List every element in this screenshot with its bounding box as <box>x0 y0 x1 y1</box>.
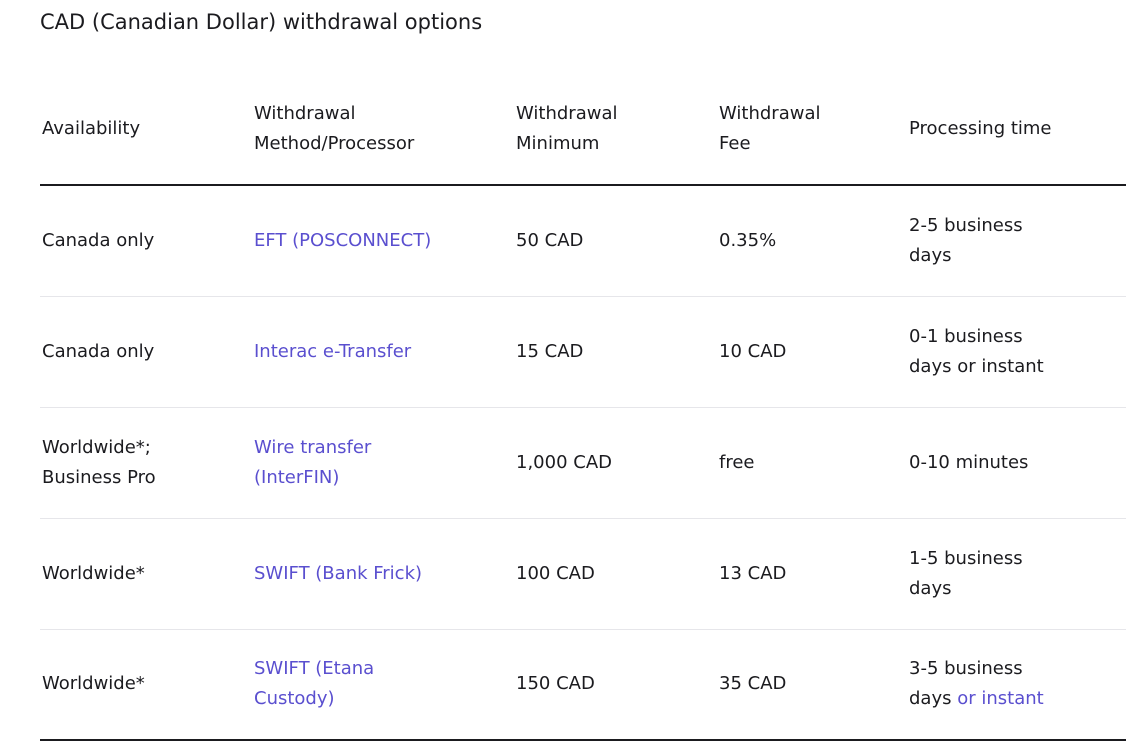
fee-text: 35 CAD <box>719 673 787 695</box>
table-body: Canada only EFT (POSCONNECT) 50 CAD 0.35… <box>40 185 1126 741</box>
minimum-text: 150 CAD <box>516 673 595 695</box>
header-fee-line1: Withdrawal <box>719 103 821 124</box>
cell-availability: Worldwide* <box>40 629 252 741</box>
header-availability: Availability <box>40 74 252 186</box>
cell-minimum: 50 CAD <box>514 185 717 297</box>
header-method-line2: Method/Processor <box>254 133 415 154</box>
cell-availability: Worldwide* <box>40 518 252 630</box>
method-link-wire-transfer-interfin[interactable]: Wire transfer (InterFIN) <box>254 433 514 493</box>
method-line1: SWIFT (Etana <box>254 658 375 680</box>
processing-line2: days <box>909 577 952 599</box>
processing-line1: 1-5 business <box>909 547 1023 569</box>
cell-processing: 0-1 business days or instant <box>907 296 1126 408</box>
method-line2: (InterFIN) <box>254 466 340 488</box>
method-link-swift-etana-custody[interactable]: SWIFT (Etana Custody) <box>254 654 514 714</box>
table-row: Canada only EFT (POSCONNECT) 50 CAD 0.35… <box>40 185 1126 297</box>
cell-processing: 1-5 business days <box>907 518 1126 630</box>
processing-line2: days <box>909 244 952 266</box>
table-row: Worldwide* SWIFT (Etana Custody) 150 CAD… <box>40 629 1126 741</box>
availability-text: Canada only <box>42 340 155 362</box>
cell-method: Interac e-Transfer <box>252 296 514 408</box>
cell-minimum: 150 CAD <box>514 629 717 741</box>
method-link-swift-bank-frick[interactable]: SWIFT (Bank Frick) <box>254 562 423 584</box>
availability-line1: Worldwide*; <box>42 436 151 458</box>
availability-text: Canada only <box>42 229 155 251</box>
cell-fee: free <box>717 407 907 519</box>
processing-line1: 0-1 business <box>909 325 1023 347</box>
processing-line2: days <box>909 688 958 710</box>
method-link-eft-posconnect[interactable]: EFT (POSCONNECT) <box>254 229 432 251</box>
or-instant-link[interactable]: or instant <box>957 688 1044 710</box>
availability-text: Worldwide* <box>42 562 145 584</box>
cell-minimum: 1,000 CAD <box>514 407 717 519</box>
page-title: CAD (Canadian Dollar) withdrawal options <box>40 10 483 34</box>
minimum-text: 50 CAD <box>516 229 584 251</box>
withdrawal-options-table: Availability Withdrawal Method/Processor… <box>40 74 1126 741</box>
cell-processing: 0-10 minutes <box>907 407 1126 519</box>
processing-line1: 3-5 business <box>909 658 1023 680</box>
header-processing-label: Processing time <box>909 118 1052 139</box>
method-line2: Custody) <box>254 688 335 710</box>
cell-fee: 0.35% <box>717 185 907 297</box>
table-row: Worldwide* SWIFT (Bank Frick) 100 CAD 13… <box>40 518 1126 630</box>
processing-line1: 0-10 minutes <box>909 451 1029 473</box>
header-minimum-line2: Minimum <box>516 133 600 154</box>
cell-availability: Canada only <box>40 296 252 408</box>
cell-method: Wire transfer (InterFIN) <box>252 407 514 519</box>
method-link-interac-e-transfer[interactable]: Interac e-Transfer <box>254 340 412 362</box>
cell-method: SWIFT (Bank Frick) <box>252 518 514 630</box>
header-row: Availability Withdrawal Method/Processor… <box>40 74 1126 186</box>
minimum-text: 1,000 CAD <box>516 451 612 473</box>
cell-fee: 35 CAD <box>717 629 907 741</box>
fee-text: 0.35% <box>719 229 777 251</box>
cell-availability: Canada only <box>40 185 252 297</box>
header-method-line1: Withdrawal <box>254 103 356 124</box>
fee-text: 13 CAD <box>719 562 787 584</box>
cell-fee: 13 CAD <box>717 518 907 630</box>
fee-text: free <box>719 451 755 473</box>
cell-processing: 3-5 business days or instant <box>907 629 1126 741</box>
method-line1: Wire transfer <box>254 436 372 458</box>
cell-method: EFT (POSCONNECT) <box>252 185 514 297</box>
cell-fee: 10 CAD <box>717 296 907 408</box>
minimum-text: 15 CAD <box>516 340 584 362</box>
header-minimum: Withdrawal Minimum <box>514 74 717 186</box>
table-row: Worldwide*; Business Pro Wire transfer (… <box>40 407 1126 519</box>
cell-availability: Worldwide*; Business Pro <box>40 407 252 519</box>
fee-text: 10 CAD <box>719 340 787 362</box>
header-availability-label: Availability <box>42 118 141 139</box>
table-row: Canada only Interac e-Transfer 15 CAD 10… <box>40 296 1126 408</box>
availability-text: Worldwide* <box>42 673 145 695</box>
processing-line2: days or instant <box>909 355 1044 377</box>
cell-processing: 2-5 business days <box>907 185 1126 297</box>
availability-line2: Business Pro <box>42 466 156 488</box>
header-processing: Processing time <box>907 74 1126 186</box>
header-fee-line2: Fee <box>719 133 751 154</box>
cell-method: SWIFT (Etana Custody) <box>252 629 514 741</box>
processing-line2-wrapper: days or instant <box>909 684 1126 714</box>
header-fee: Withdrawal Fee <box>717 74 907 186</box>
minimum-text: 100 CAD <box>516 562 595 584</box>
cell-minimum: 100 CAD <box>514 518 717 630</box>
cell-minimum: 15 CAD <box>514 296 717 408</box>
header-method: Withdrawal Method/Processor <box>252 74 514 186</box>
table-header: Availability Withdrawal Method/Processor… <box>40 74 1126 186</box>
processing-line1: 2-5 business <box>909 214 1023 236</box>
header-minimum-line1: Withdrawal <box>516 103 618 124</box>
